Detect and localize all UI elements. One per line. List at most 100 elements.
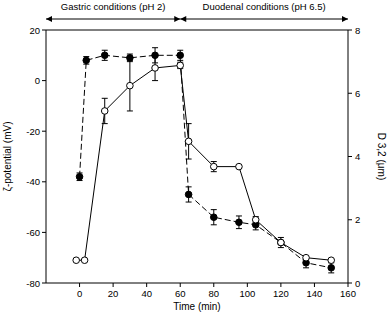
data-point	[177, 52, 184, 59]
y2-tick-label: 8	[355, 25, 360, 36]
error-cap	[253, 229, 259, 230]
x-tick	[247, 283, 248, 287]
y2-tick-label: 2	[355, 214, 360, 225]
error-bar	[328, 263, 334, 273]
error-cap	[177, 60, 183, 61]
error-bar	[253, 217, 259, 223]
error-bar	[211, 210, 217, 225]
error-bar	[152, 55, 158, 80]
y-tick-label: -20	[26, 126, 40, 137]
x-tick	[314, 283, 315, 287]
y2-tick-label: 0	[355, 278, 360, 289]
error-cap	[152, 55, 158, 56]
data-point	[303, 254, 310, 261]
arrow-head	[180, 16, 186, 22]
data-point	[278, 239, 285, 246]
plot-data	[73, 48, 335, 273]
error-cap	[186, 159, 192, 160]
y-tick	[42, 80, 46, 81]
error-cap	[236, 228, 242, 229]
error-cap	[127, 60, 133, 61]
error-cap	[186, 202, 192, 203]
error-bar	[127, 54, 133, 62]
error-cap	[186, 186, 192, 187]
data-point	[177, 62, 184, 69]
data-point	[185, 138, 192, 145]
y2-tick	[348, 30, 352, 31]
x-tick	[348, 283, 349, 287]
data-point	[210, 163, 217, 170]
x-tick-label: 160	[340, 288, 356, 299]
x-axis-label: Time (min)	[173, 301, 220, 312]
error-cap	[177, 50, 183, 51]
y-tick	[42, 30, 46, 31]
y-tick-label: 0	[35, 75, 40, 86]
x-tick	[113, 283, 114, 287]
y-tick-label: 20	[29, 25, 40, 36]
error-cap	[328, 272, 334, 273]
error-cap	[278, 247, 284, 248]
y2-tick-label: 4	[355, 151, 360, 162]
y-axis	[46, 30, 47, 283]
error-bar	[102, 50, 108, 60]
y2-tick	[348, 156, 352, 157]
arrow-head	[46, 16, 52, 22]
y2-tick	[348, 283, 352, 284]
data-point	[236, 219, 243, 226]
error-cap	[186, 123, 192, 124]
data-point	[73, 257, 80, 264]
x-tick	[280, 283, 281, 287]
y-tick	[42, 131, 46, 132]
error-cap	[303, 267, 309, 268]
chart: 020406080100120140160-80-60-40-200200246…	[0, 0, 390, 312]
top-frame	[46, 30, 348, 31]
error-cap	[102, 123, 108, 124]
error-bar	[278, 237, 284, 247]
period-arrow	[180, 19, 348, 20]
period-label: Duodenal conditions (pH 6.5)	[203, 1, 326, 12]
y-tick	[42, 283, 46, 284]
error-bar	[102, 98, 108, 123]
x-tick-label: 60	[175, 288, 186, 299]
data-point	[328, 265, 335, 272]
error-cap	[211, 171, 217, 172]
y2-tick	[348, 93, 352, 94]
series-line	[76, 65, 331, 260]
series-line	[80, 55, 332, 268]
error-cap	[102, 60, 108, 61]
y-tick-label: -60	[26, 227, 40, 238]
data-point	[81, 257, 88, 264]
error-cap	[152, 80, 158, 81]
error-bar	[83, 57, 89, 65]
error-cap	[152, 47, 158, 48]
data-point	[152, 65, 159, 72]
error-cap	[211, 224, 217, 225]
x-tick-label: 0	[77, 288, 82, 299]
error-cap	[102, 50, 108, 51]
error-bar	[236, 216, 242, 229]
data-point	[83, 57, 90, 64]
data-point	[101, 108, 108, 115]
x-tick-label: 80	[208, 288, 219, 299]
error-bar	[186, 124, 192, 159]
data-point	[127, 55, 134, 62]
error-bar	[211, 162, 217, 172]
error-bar	[77, 173, 83, 181]
data-point	[185, 191, 192, 198]
error-cap	[236, 215, 242, 216]
x-axis	[46, 283, 348, 284]
y-axis-label: ζ-potential (mV)	[2, 122, 14, 192]
data-point	[76, 173, 83, 180]
y2-tick-label: 6	[355, 88, 360, 99]
period-arrow	[46, 19, 180, 20]
x-tick	[79, 283, 80, 287]
data-point	[252, 216, 259, 223]
data-point	[278, 239, 285, 246]
error-cap	[127, 110, 133, 111]
y-tick-label: -40	[26, 176, 40, 187]
y2-axis-label: D 3,2 (μm)	[376, 133, 387, 180]
error-bar	[177, 50, 183, 60]
background	[0, 0, 390, 312]
arrow-head	[342, 16, 348, 22]
data-point	[101, 52, 108, 59]
